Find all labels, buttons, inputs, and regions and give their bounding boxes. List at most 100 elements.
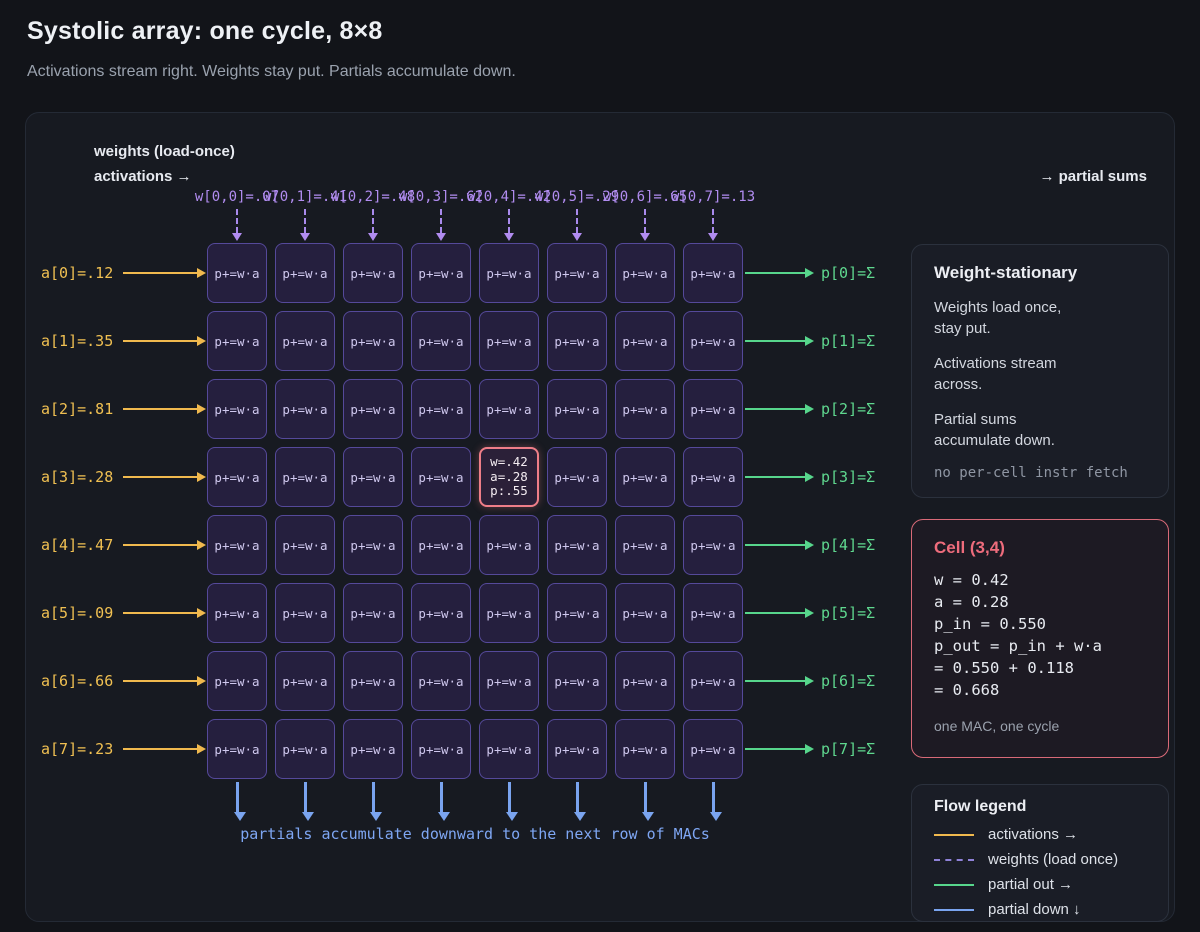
mac-cell[interactable]: p+=w·a	[479, 243, 539, 303]
cell-op-label: p+=w·a	[418, 401, 464, 417]
mac-cell[interactable]: p+=w·a	[479, 719, 539, 779]
legend-item: activations →	[934, 822, 1146, 847]
mac-cell[interactable]: p+=w·a	[207, 515, 267, 575]
mac-cell[interactable]: p+=w·a	[343, 243, 403, 303]
partial-sums-header-label: → partial sums	[1039, 168, 1147, 185]
mac-cell[interactable]: p+=w·a	[411, 515, 471, 575]
mac-cell[interactable]: p+=w·a	[343, 515, 403, 575]
partial-sum-label: p[1]=Σ	[821, 332, 876, 350]
page-title: Systolic array: one cycle, 8×8	[27, 17, 383, 45]
mac-cell[interactable]: p+=w·a	[479, 583, 539, 643]
cell-op-label: p+=w·a	[486, 537, 532, 553]
mac-cell[interactable]: p+=w·a	[207, 379, 267, 439]
mac-cell[interactable]: p+=w·a	[547, 311, 607, 371]
mac-cell[interactable]: p+=w·a	[411, 379, 471, 439]
activation-arrow-icon	[123, 404, 206, 414]
mac-cell[interactable]: p+=w·a	[411, 243, 471, 303]
cell-detail-panel: Cell (3,4) w = 0.42 a = 0.28 p_in = 0.550 p…	[911, 519, 1169, 758]
mac-cell[interactable]: p+=w·a	[343, 719, 403, 779]
mac-cell[interactable]: p+=w·a	[275, 651, 335, 711]
mac-cell[interactable]: p+=w·a	[343, 651, 403, 711]
partial-out-arrow-icon	[745, 608, 814, 618]
mac-cell[interactable]: p+=w·a	[411, 447, 471, 507]
mac-grid: p+=w·a p+=w·a p+=w·a p+=w·a p+=w·a p+=w·a p+=w…	[207, 243, 743, 779]
cell-op-label: p+=w·a	[622, 265, 668, 281]
cell-detail-line: a = 0.28	[934, 593, 1009, 611]
mac-cell[interactable]: p+=w·a	[207, 243, 267, 303]
mac-cell[interactable]: p+=w·a	[207, 447, 267, 507]
mac-cell[interactable]: p+=w·a	[207, 311, 267, 371]
mac-cell[interactable]: p+=w·a	[275, 243, 335, 303]
mac-cell[interactable]: p+=w·a	[547, 583, 607, 643]
mac-cell[interactable]: p+=w·a	[547, 651, 607, 711]
mac-cell[interactable]: p+=w·a	[411, 719, 471, 779]
cell-detail-line: p_in = 0.550	[934, 615, 1046, 633]
mac-cell[interactable]: p+=w·a	[615, 651, 675, 711]
mac-cell[interactable]: p+=w·a	[275, 379, 335, 439]
mac-cell-highlighted[interactable]: w=.42 a=.28 p:.55	[479, 447, 539, 507]
cell-op-label: p+=w·a	[622, 469, 668, 485]
mac-cell[interactable]: p+=w·a	[411, 311, 471, 371]
cell-op-label: p+=w·a	[282, 265, 328, 281]
mac-cell[interactable]: p+=w·a	[683, 447, 743, 507]
mac-cell[interactable]: p+=w·a	[479, 379, 539, 439]
mac-cell[interactable]: p+=w·a	[615, 447, 675, 507]
activation-label: a[4]=.47	[41, 536, 114, 554]
cell-op-label: p+=w·a	[418, 605, 464, 621]
cell-value-line: w=.42	[490, 454, 528, 470]
panel-note: one MAC, one cycle	[934, 718, 1060, 734]
mac-cell[interactable]: p+=w·a	[411, 651, 471, 711]
mac-cell[interactable]: p+=w·a	[207, 651, 267, 711]
cell-op-label: p+=w·a	[214, 741, 260, 757]
mac-cell[interactable]: p+=w·a	[683, 515, 743, 575]
weight-arrow-down-icon	[504, 209, 514, 241]
mac-cell[interactable]: p+=w·a	[343, 583, 403, 643]
cell-op-label: p+=w·a	[214, 333, 260, 349]
mac-cell[interactable]: p+=w·a	[343, 447, 403, 507]
legend-item: weights (load once)	[934, 847, 1146, 872]
mac-cell[interactable]: p+=w·a	[479, 651, 539, 711]
cell-op-label: p+=w·a	[282, 605, 328, 621]
mac-cell[interactable]: p+=w·a	[683, 719, 743, 779]
mac-cell[interactable]: p+=w·a	[547, 447, 607, 507]
cell-detail-line: p_out = p_in + w·a	[934, 637, 1102, 655]
mac-cell[interactable]: p+=w·a	[683, 583, 743, 643]
partial-out-arrow-icon	[745, 676, 814, 686]
mac-cell[interactable]: p+=w·a	[683, 651, 743, 711]
mac-cell[interactable]: p+=w·a	[207, 583, 267, 643]
mac-cell[interactable]: p+=w·a	[275, 719, 335, 779]
partial-out-arrow-icon	[745, 744, 814, 754]
mac-cell[interactable]: p+=w·a	[615, 243, 675, 303]
mac-cell[interactable]: p+=w·a	[683, 379, 743, 439]
mac-cell[interactable]: p+=w·a	[547, 515, 607, 575]
mac-cell[interactable]: p+=w·a	[479, 311, 539, 371]
partial-sum-label: p[5]=Σ	[821, 604, 876, 622]
activation-label: a[2]=.81	[41, 400, 114, 418]
mac-cell[interactable]: p+=w·a	[275, 311, 335, 371]
mac-cell[interactable]: p+=w·a	[683, 311, 743, 371]
mac-cell[interactable]: p+=w·a	[275, 583, 335, 643]
mac-cell[interactable]: p+=w·a	[479, 515, 539, 575]
mac-cell[interactable]: p+=w·a	[615, 515, 675, 575]
mac-cell[interactable]: p+=w·a	[343, 311, 403, 371]
mac-cell[interactable]: p+=w·a	[207, 719, 267, 779]
legend-swatch-solid-line-icon	[934, 908, 974, 911]
cell-op-label: p+=w·a	[350, 673, 396, 689]
cell-op-label: p+=w·a	[214, 605, 260, 621]
mac-cell[interactable]: p+=w·a	[615, 719, 675, 779]
mac-cell[interactable]: p+=w·a	[683, 243, 743, 303]
mac-cell[interactable]: p+=w·a	[547, 719, 607, 779]
mac-cell[interactable]: p+=w·a	[547, 379, 607, 439]
mac-cell[interactable]: p+=w·a	[343, 379, 403, 439]
cell-op-label: p+=w·a	[418, 741, 464, 757]
mac-cell[interactable]: p+=w·a	[411, 583, 471, 643]
mac-cell[interactable]: p+=w·a	[547, 243, 607, 303]
cell-value-line: p:.55	[490, 483, 528, 499]
mac-cell[interactable]: p+=w·a	[615, 311, 675, 371]
mac-cell[interactable]: p+=w·a	[275, 447, 335, 507]
mac-cell[interactable]: p+=w·a	[615, 379, 675, 439]
mac-cell[interactable]: p+=w·a	[275, 515, 335, 575]
weights-header-label: weights (load-once)	[94, 143, 235, 160]
mac-cell[interactable]: p+=w·a	[615, 583, 675, 643]
cell-op-label: p+=w·a	[554, 469, 600, 485]
